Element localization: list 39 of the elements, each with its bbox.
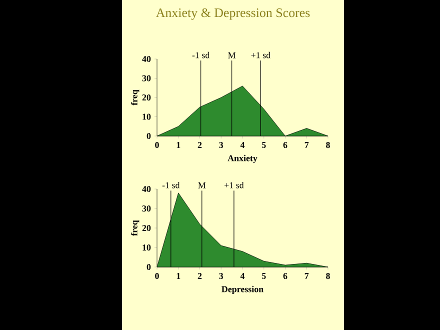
x-tick-label: 8 — [326, 142, 330, 148]
ref-line-label: M — [198, 182, 206, 188]
x-axis-title: Anxiety — [228, 154, 258, 164]
x-tick-label: 3 — [219, 273, 224, 280]
x-tick-label: 2 — [198, 142, 202, 148]
x-tick-label: 7 — [304, 142, 309, 148]
y-tick-label: 10 — [142, 244, 151, 251]
ref-line-label: M — [228, 52, 236, 58]
x-tick-label: 6 — [283, 273, 288, 280]
x-tick-label: 0 — [155, 273, 159, 280]
x-tick-label: 4 — [240, 273, 245, 279]
ref-line-label: -1 sd — [162, 182, 180, 188]
y-tick-label: 30 — [142, 205, 151, 212]
x-tick-label: 1 — [176, 273, 180, 279]
y-tick-label: 40 — [142, 56, 151, 62]
x-tick-label: 8 — [326, 273, 330, 280]
ref-line-label: +1 sd — [251, 52, 270, 58]
y-tick-label: 20 — [142, 94, 151, 101]
y-axis-title: freq — [130, 90, 140, 106]
x-tick-label: 6 — [283, 142, 288, 148]
y-tick-label: 10 — [142, 114, 151, 120]
x-tick-label: 5 — [262, 142, 266, 148]
x-tick-label: 0 — [155, 142, 159, 148]
y-tick-label: 40 — [142, 186, 151, 192]
x-tick-label: 5 — [262, 273, 266, 279]
y-tick-label: 30 — [142, 75, 151, 82]
x-tick-label: 2 — [198, 273, 202, 279]
x-axis-title: Depression — [222, 286, 264, 294]
y-tick-label: 20 — [142, 224, 151, 232]
ref-line-label: +1 sd — [224, 182, 244, 188]
x-tick-label: 7 — [304, 273, 309, 279]
x-tick-label: 1 — [176, 142, 180, 148]
x-tick-label: 4 — [240, 142, 245, 148]
y-tick-label: 0 — [146, 264, 151, 270]
ref-line-label: -1 sd — [192, 52, 210, 58]
y-axis-title: freq — [130, 220, 140, 236]
x-tick-label: 3 — [219, 142, 224, 148]
chart-title: Anxiety & Depression Scores — [156, 8, 310, 20]
y-tick-label: 0 — [146, 132, 151, 140]
